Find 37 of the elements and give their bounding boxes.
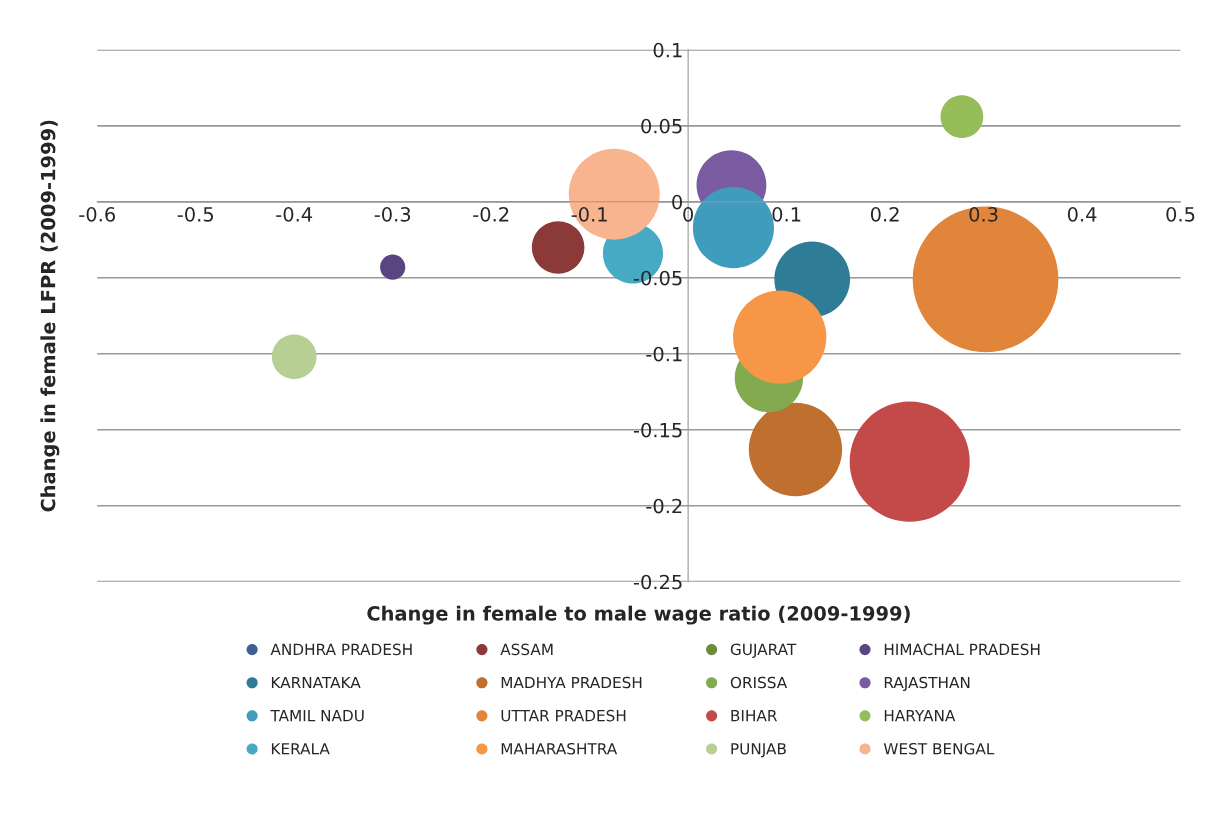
legend-label: ANDHRA PRADESH (270, 643, 412, 656)
x-tick-label: -0.5 (177, 207, 213, 222)
x-tick-label: 0.3 (969, 207, 998, 222)
y-tick-label: 0.1 (653, 42, 682, 58)
x-tick-label: 0.1 (772, 207, 801, 222)
legend-label: HIMACHAL PRADESH (884, 643, 1040, 656)
legend-label: TAMIL NADU (270, 710, 364, 722)
legend-label: MADHYA PRADESH (501, 676, 642, 689)
x-tick-label: 0 (683, 207, 694, 222)
x-tick-label: -0.3 (374, 207, 411, 222)
y-tick-label: -0.1 (646, 346, 682, 362)
y-tick-label: -0.2 (646, 498, 682, 514)
legend-label: WEST BENGAL (883, 742, 995, 755)
legend-label: ORISSA (730, 676, 788, 689)
legend-label: ASSAM (500, 643, 553, 656)
x-tick-label: -0.1 (571, 207, 607, 222)
legend-label: BIHAR (731, 710, 778, 722)
x-tick-label: 0.5 (1166, 207, 1195, 222)
x-tick-label: 0.2 (870, 207, 899, 222)
legend-label: UTTAR PRADESH (501, 709, 626, 722)
legend-label: GUJARAT (730, 643, 797, 658)
y-tick-label: 0 (672, 194, 682, 210)
legend-label: RAJASTHAN (884, 676, 970, 692)
y-axis-title: Change in female LFPR (2009-1999) (40, 120, 60, 512)
x-tick-label: -0.6 (79, 207, 115, 222)
legend-label: KARNATAKA (271, 676, 361, 689)
y-tick-label: -0.15 (633, 422, 682, 438)
y-tick-label: -0.25 (633, 574, 682, 590)
legend-label: PUNJAB (731, 743, 786, 758)
x-axis-title: Change in female to male wage ratio (2009-1999) (367, 605, 910, 625)
legend-label: KERALA (271, 743, 330, 755)
x-tick-label: 0.4 (1067, 207, 1097, 222)
legend-label: HARYANA (884, 710, 956, 722)
legend-label: MAHARASHTRA (501, 742, 618, 755)
y-tick-label: 0.05 (641, 118, 682, 134)
x-tick-label: -0.2 (473, 207, 509, 222)
x-tick-label: -0.4 (276, 207, 313, 222)
